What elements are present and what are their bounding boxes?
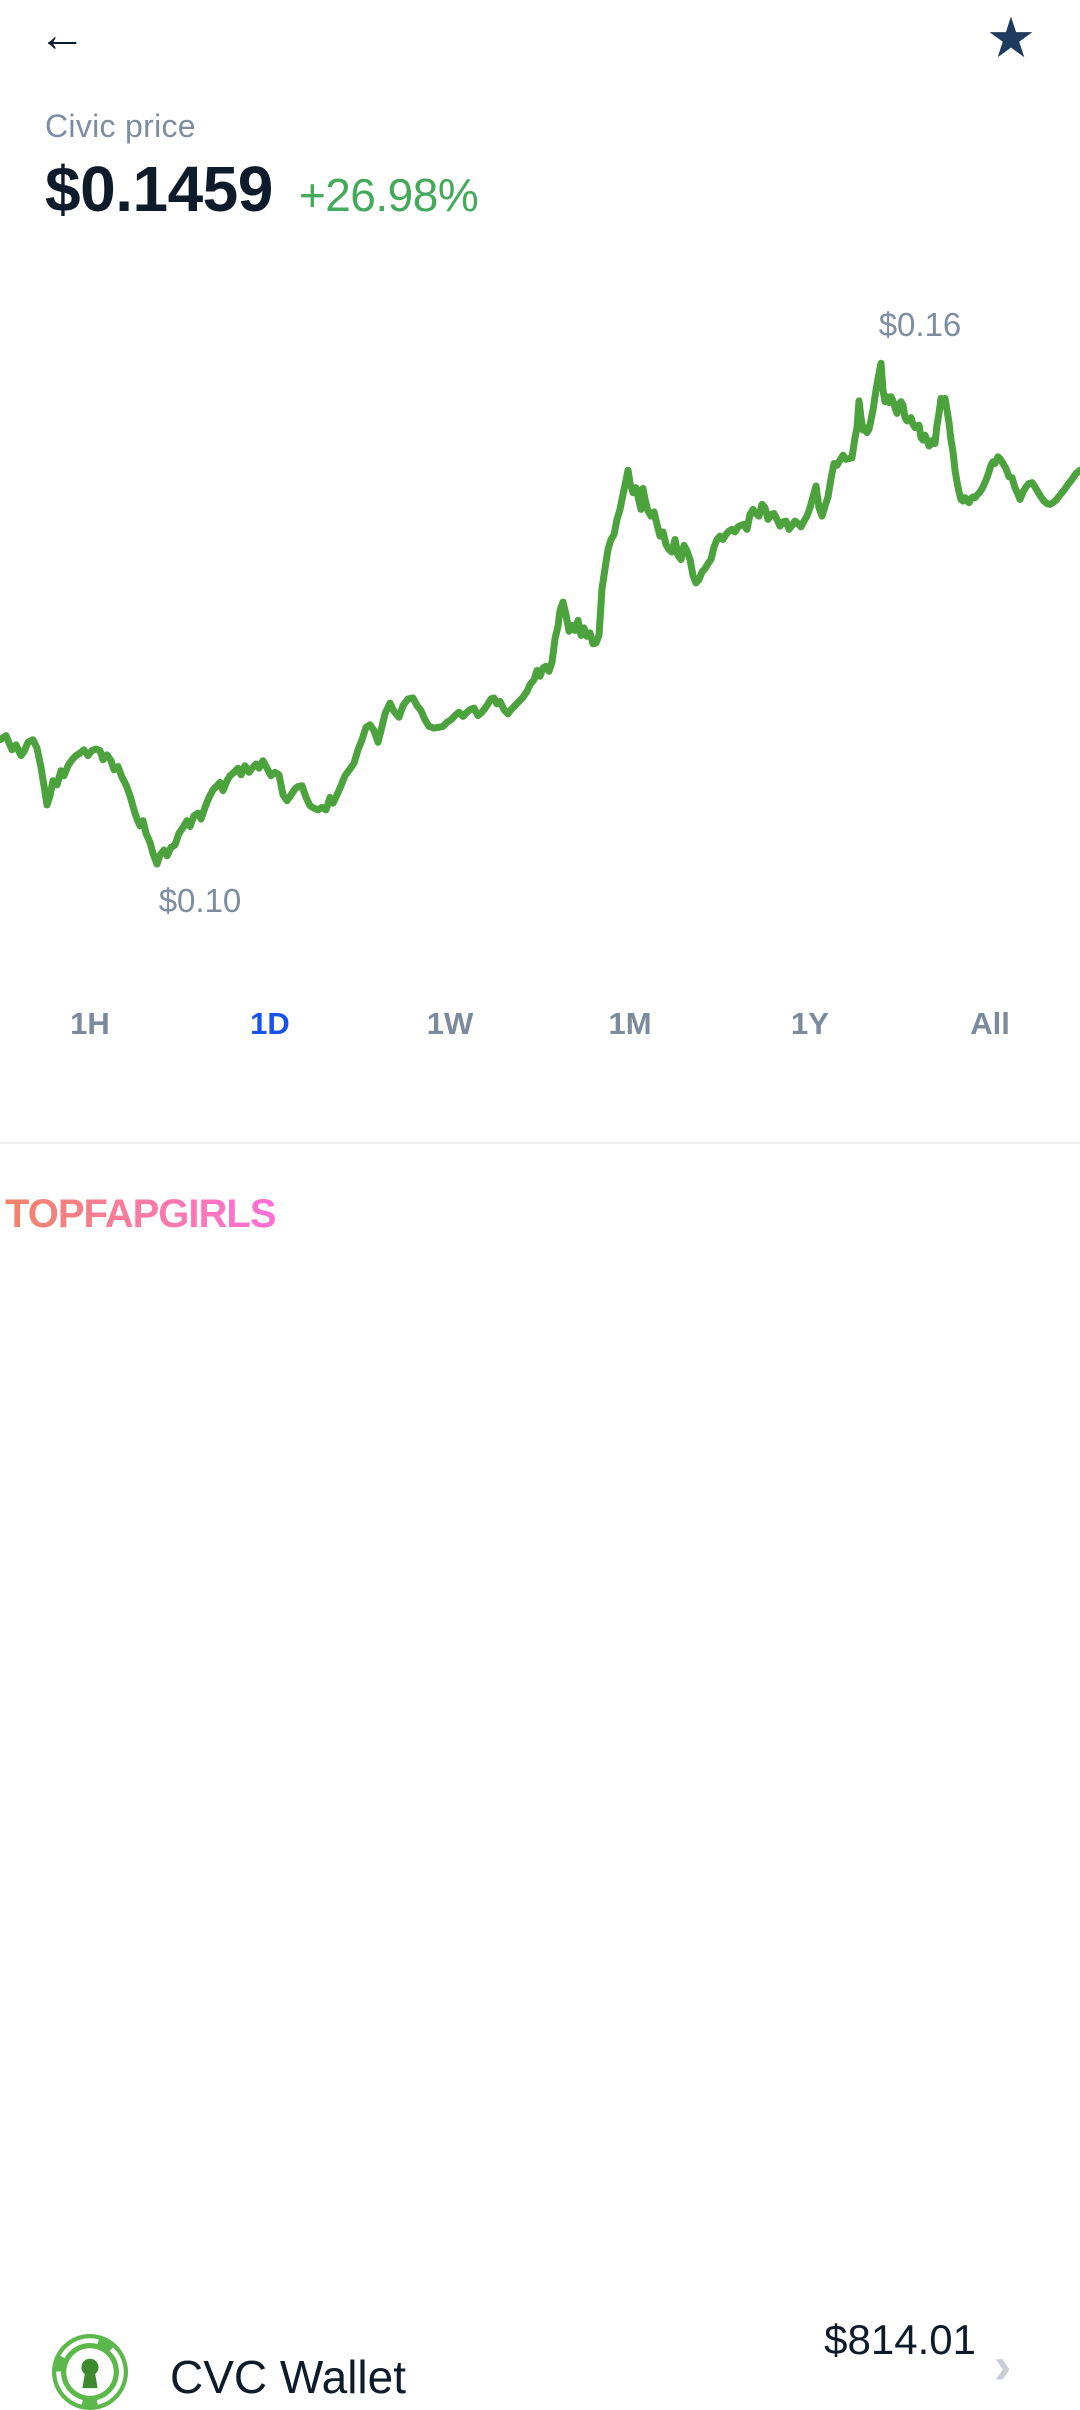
chevron-right-icon: › xyxy=(994,2337,1012,2395)
asset-price-label: Civic price xyxy=(45,108,196,144)
tab-1h[interactable]: 1H xyxy=(0,1000,180,1048)
favorite-button[interactable]: ★ xyxy=(975,6,1047,70)
timeframe-tabs: 1H 1D 1W 1M 1Y All xyxy=(0,1000,1080,1048)
back-button[interactable]: ← xyxy=(38,8,102,64)
price-chart[interactable]: $0.16 $0.10 xyxy=(0,306,1080,919)
chart-low-label: $0.10 xyxy=(158,882,242,919)
civic-asset-screen: ← ★ Civic price $0.1459 +26.98% $0.16 $0… xyxy=(0,6,1080,2410)
back-arrow-icon: ← xyxy=(38,9,86,62)
star-icon: ★ xyxy=(985,6,1037,69)
section-divider xyxy=(0,1142,1080,1144)
tab-all[interactable]: All xyxy=(900,1000,1080,1048)
current-price: $0.1459 xyxy=(45,153,273,225)
chart-high-label: $0.16 xyxy=(878,306,962,343)
wallet-name: CVC Wallet xyxy=(170,2351,406,2403)
price-row: $0.1459 +26.98% xyxy=(45,152,479,226)
price-change-percent: +26.98% xyxy=(298,169,479,221)
watermark: TOPFAPGIRLS xyxy=(5,1192,277,1236)
tab-1w[interactable]: 1W xyxy=(360,1000,540,1048)
wallet-balance: $814.01 xyxy=(824,2316,976,2363)
cvc-wallet-icon xyxy=(52,2334,128,2410)
price-line xyxy=(0,359,1080,868)
tab-1m[interactable]: 1M xyxy=(540,1000,720,1048)
tab-1y[interactable]: 1Y xyxy=(720,1000,900,1048)
tab-1d[interactable]: 1D xyxy=(180,1000,360,1048)
price-chart-svg xyxy=(0,359,1080,868)
